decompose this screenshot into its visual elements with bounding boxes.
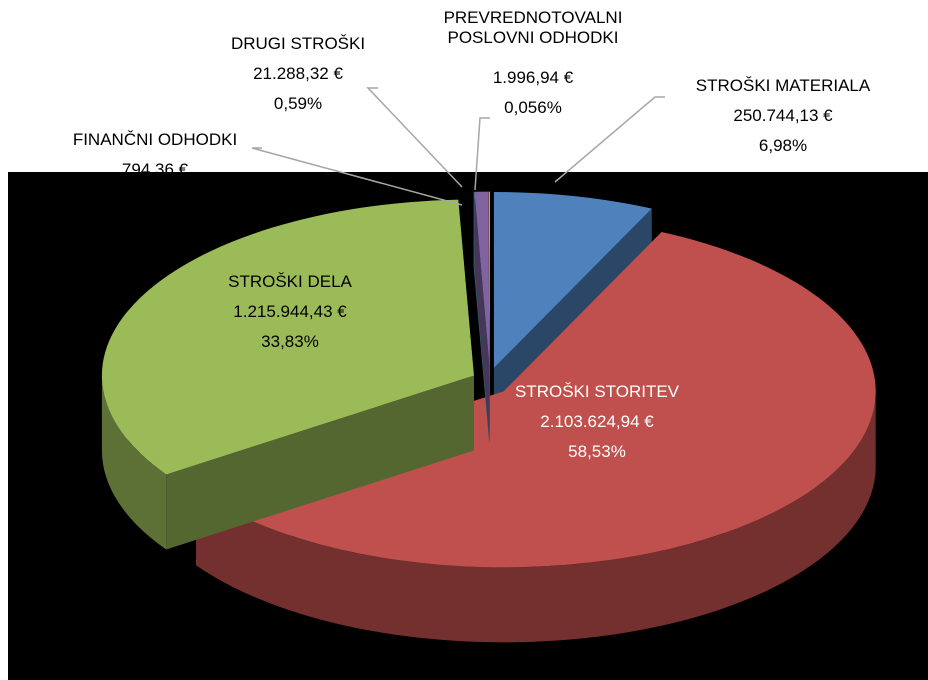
slice-top — [101, 199, 474, 475]
slice-top — [493, 191, 652, 368]
slice-label-name: STROŠKI MATERIALA — [695, 76, 871, 95]
leader-line — [554, 96, 665, 183]
leader-line — [366, 87, 463, 188]
pie-slice — [101, 199, 474, 550]
slice-label-value: 21.288,32 € — [253, 64, 343, 83]
leader-line — [251, 147, 463, 206]
slice-side — [101, 375, 167, 550]
slice-label-name: DRUGI STROŠKI — [230, 34, 366, 53]
leader-line — [474, 117, 490, 191]
slice-top — [488, 191, 490, 368]
slice-label-percent: 6,98% — [758, 136, 808, 155]
slice-label-percent: 0,056% — [504, 98, 562, 117]
slice-label-value: 1.996,94 € — [492, 68, 574, 87]
pie-slice — [474, 191, 490, 443]
slice-label-percent: 33,83% — [261, 332, 319, 351]
pie-slice — [488, 191, 490, 443]
slice-side — [196, 391, 876, 643]
slice-label-name: STROŠKI DELA — [228, 272, 352, 291]
slice-label-percent: 58,53% — [568, 442, 626, 461]
slice-label-name: STROŠKI STORITEV — [514, 382, 680, 401]
slice-wall — [488, 191, 490, 443]
slice-top — [474, 191, 490, 368]
slice-label-value: 250.744,13 € — [733, 106, 833, 125]
slice-wall — [474, 191, 490, 443]
slice-label-name: PREVREDNOTOVALNI POSLOVNI ODHODKI — [443, 8, 623, 47]
slice-wall — [166, 375, 474, 550]
slice-label-value: 2.103.624,94 € — [540, 412, 654, 431]
slice-label-value: 1.215.944,43 € — [233, 302, 347, 321]
slice-label-percent: 0,59% — [273, 94, 323, 113]
slice-label-name: FINANČNI ODHODKI — [72, 130, 238, 149]
